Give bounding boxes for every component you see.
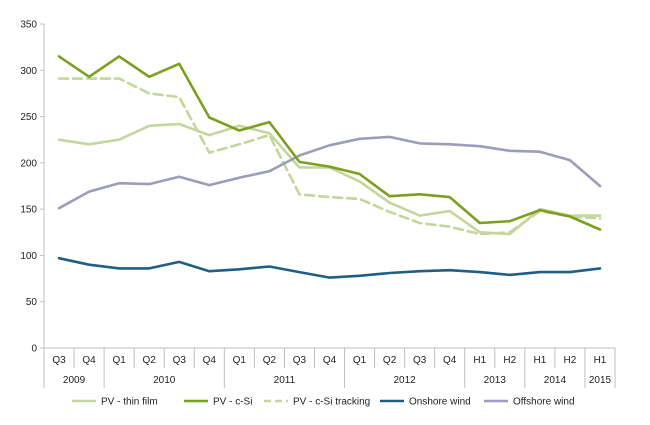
legend: PV - thin film PV - c-Si PV - c-Si trackin… bbox=[72, 397, 575, 408]
x-tick-label: Q4 bbox=[203, 355, 217, 366]
y-tick-label: 300 bbox=[20, 66, 37, 77]
x-tick-label: Q2 bbox=[143, 355, 157, 366]
year-label: 2009 bbox=[63, 375, 86, 386]
legend-label: PV - c-Si tracking bbox=[293, 397, 370, 408]
series-line-offshore-wind bbox=[57, 135, 602, 210]
x-tick-label: Q2 bbox=[383, 355, 397, 366]
legend-label: Offshore wind bbox=[513, 397, 575, 408]
y-tick-label: 350 bbox=[20, 20, 37, 31]
x-tick-label: Q1 bbox=[353, 355, 367, 366]
y-tick-label: 150 bbox=[20, 205, 37, 216]
legend-label: Onshore wind bbox=[409, 397, 471, 408]
y-tick-label: 0 bbox=[31, 344, 37, 355]
x-axis: Q3 Q4 Q1 Q2 Q3 Q4 Q1 Q2 Q3 Q4 Q1 Q2 Q3 Q4 H1 H2 H1 H2 H1 20… bbox=[43, 347, 616, 388]
x-tick-label: Q4 bbox=[443, 355, 457, 366]
x-tick-label: Q3 bbox=[52, 355, 66, 366]
y-tick-label: 250 bbox=[20, 112, 37, 123]
year-label: 2013 bbox=[484, 375, 507, 386]
year-label: 2012 bbox=[394, 375, 417, 386]
y-axis: 0 50 100 150 200 250 300 350 bbox=[20, 20, 45, 355]
x-tick-label: Q4 bbox=[323, 355, 337, 366]
x-tick-label: Q3 bbox=[173, 355, 187, 366]
legend-label: PV - thin film bbox=[101, 397, 158, 408]
y-tick-label: 200 bbox=[20, 158, 37, 169]
x-tick-label: Q1 bbox=[112, 355, 126, 366]
series-line-onshore-wind bbox=[57, 256, 602, 279]
x-tick-label: H2 bbox=[564, 355, 577, 366]
year-label: 2010 bbox=[153, 375, 176, 386]
year-label: 2015 bbox=[589, 375, 612, 386]
x-tick-label: Q3 bbox=[293, 355, 307, 366]
series-layer bbox=[57, 55, 602, 279]
year-label: 2014 bbox=[544, 375, 567, 386]
x-tick-label: H1 bbox=[473, 355, 486, 366]
y-tick-label: 50 bbox=[26, 297, 38, 308]
x-tick-label: H1 bbox=[533, 355, 546, 366]
x-tick-label: Q1 bbox=[233, 355, 247, 366]
y-tick-label: 100 bbox=[20, 251, 37, 262]
x-tick-label: H1 bbox=[594, 355, 607, 366]
x-tick-label: Q2 bbox=[263, 355, 277, 366]
series-line-pv-c-si-tracking bbox=[57, 77, 602, 236]
legend-label: PV - c-Si bbox=[213, 397, 252, 408]
x-tick-label: Q4 bbox=[82, 355, 96, 366]
x-tick-label: H2 bbox=[503, 355, 516, 366]
year-label: 2011 bbox=[274, 375, 296, 386]
x-tick-label: Q3 bbox=[413, 355, 427, 366]
series-line-pv-c-si bbox=[57, 55, 602, 231]
